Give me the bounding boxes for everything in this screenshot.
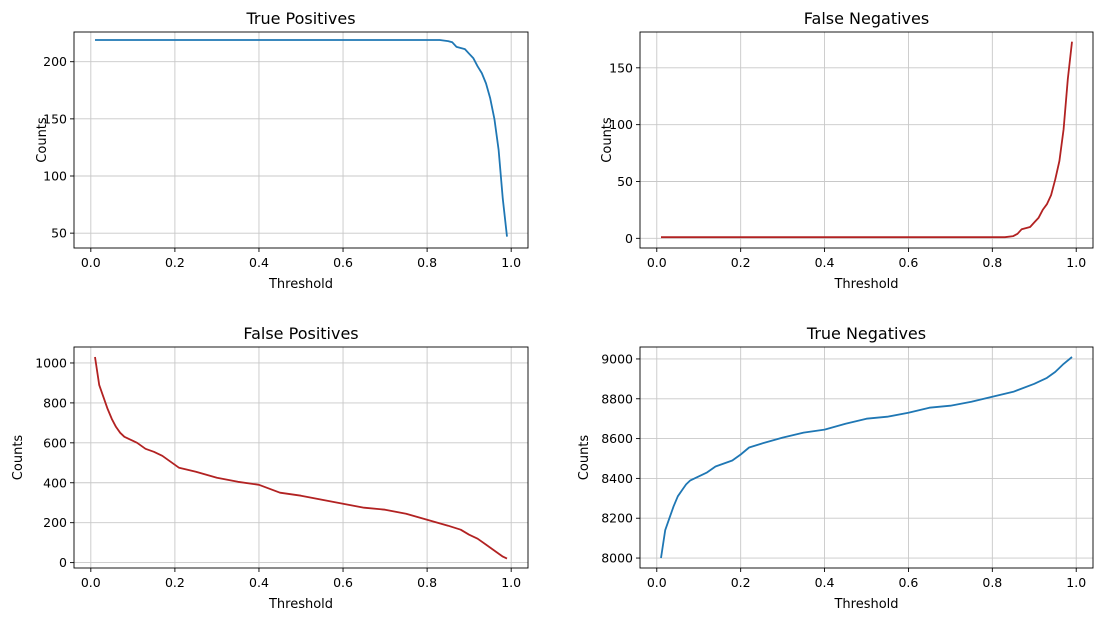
- y-tick-label: 200: [43, 515, 67, 530]
- axes-frame: [73, 346, 529, 569]
- y-tick-label: 600: [43, 435, 67, 450]
- true-positives-panel: True Positives Threshold Counts 0.0 0.2 0.…: [35, 9, 529, 292]
- x-tick-label: 0.2: [165, 575, 185, 590]
- x-tick-label: 0.6: [898, 575, 918, 590]
- panel-title: True Negatives: [806, 324, 926, 343]
- false-negatives-panel: False Negatives Threshold Counts 0.0 0.2 0…: [600, 9, 1094, 292]
- axes-frame: [639, 31, 1094, 249]
- x-tick-label: 0.2: [731, 575, 751, 590]
- x-tick-label: 0.8: [982, 255, 1002, 270]
- x-tick-label: 0.4: [815, 255, 835, 270]
- x-tick-label: 1.0: [1066, 255, 1086, 270]
- x-tick-label: 0.8: [417, 255, 437, 270]
- y-tick-label: 150: [609, 60, 633, 75]
- x-axis-label: Threshold: [833, 277, 898, 292]
- y-axis-label: Counts: [11, 435, 26, 481]
- x-tick-label: 0.6: [898, 255, 918, 270]
- panel-title: True Positives: [245, 9, 355, 28]
- x-tick-label: 1.0: [501, 575, 521, 590]
- x-tick-label: 0.0: [647, 255, 667, 270]
- y-tick-label: 100: [609, 117, 633, 132]
- y-tick-label: 200: [43, 54, 67, 69]
- x-tick-label: 0.4: [815, 575, 835, 590]
- series-line: [94, 356, 508, 560]
- panel-title: False Positives: [243, 324, 358, 343]
- x-tick-label: 0.0: [81, 575, 101, 590]
- false-positives-panel: False Positives Threshold Counts 0.0 0.2 0…: [11, 324, 529, 612]
- panel-title: False Negatives: [804, 9, 929, 28]
- true-negatives-panel: True Negatives Threshold Counts 0.0 0.2 0.…: [577, 324, 1094, 612]
- series-line: [95, 39, 508, 237]
- x-axis-label: Threshold: [268, 597, 333, 612]
- x-axis-label: Threshold: [268, 277, 333, 292]
- series-line: [660, 356, 1073, 559]
- y-tick-label: 1000: [35, 355, 67, 370]
- y-tick-label: 8600: [601, 431, 633, 446]
- series-line: [661, 41, 1073, 239]
- y-tick-label: 50: [617, 174, 633, 189]
- gridlines: [640, 32, 1093, 248]
- gridlines: [74, 32, 528, 248]
- x-tick-label: 0.0: [647, 575, 667, 590]
- y-tick-label: 9000: [601, 351, 633, 366]
- y-tick-label: 0: [59, 555, 67, 570]
- axes-frame: [73, 31, 529, 249]
- x-tick-label: 0.4: [249, 575, 269, 590]
- y-tick-label: 8000: [601, 551, 633, 566]
- x-tick-label: 0.6: [333, 575, 353, 590]
- x-tick-label: 0.8: [417, 575, 437, 590]
- gridlines: [640, 347, 1093, 568]
- x-tick-label: 1.0: [1066, 575, 1086, 590]
- axes-frame: [639, 346, 1094, 569]
- y-axis-label: Counts: [600, 117, 615, 163]
- x-tick-label: 0.4: [249, 255, 269, 270]
- x-tick-label: 0.2: [165, 255, 185, 270]
- x-tick-label: 0.0: [81, 255, 101, 270]
- y-tick-label: 8200: [601, 511, 633, 526]
- x-tick-label: 0.2: [731, 255, 751, 270]
- y-tick-label: 100: [43, 169, 67, 184]
- x-axis-label: Threshold: [833, 597, 898, 612]
- x-tick-label: 0.8: [982, 575, 1002, 590]
- y-tick-label: 8800: [601, 391, 633, 406]
- x-tick-label: 0.6: [333, 255, 353, 270]
- y-tick-label: 0: [625, 231, 633, 246]
- gridlines: [74, 347, 528, 568]
- y-axis-label: Counts: [577, 435, 592, 481]
- y-tick-label: 150: [43, 111, 67, 126]
- x-tick-label: 1.0: [501, 255, 521, 270]
- y-tick-label: 50: [51, 226, 67, 241]
- y-tick-label: 400: [43, 475, 67, 490]
- y-axis-label: Counts: [35, 117, 50, 163]
- y-tick-label: 8400: [601, 471, 633, 486]
- y-tick-label: 800: [43, 395, 67, 410]
